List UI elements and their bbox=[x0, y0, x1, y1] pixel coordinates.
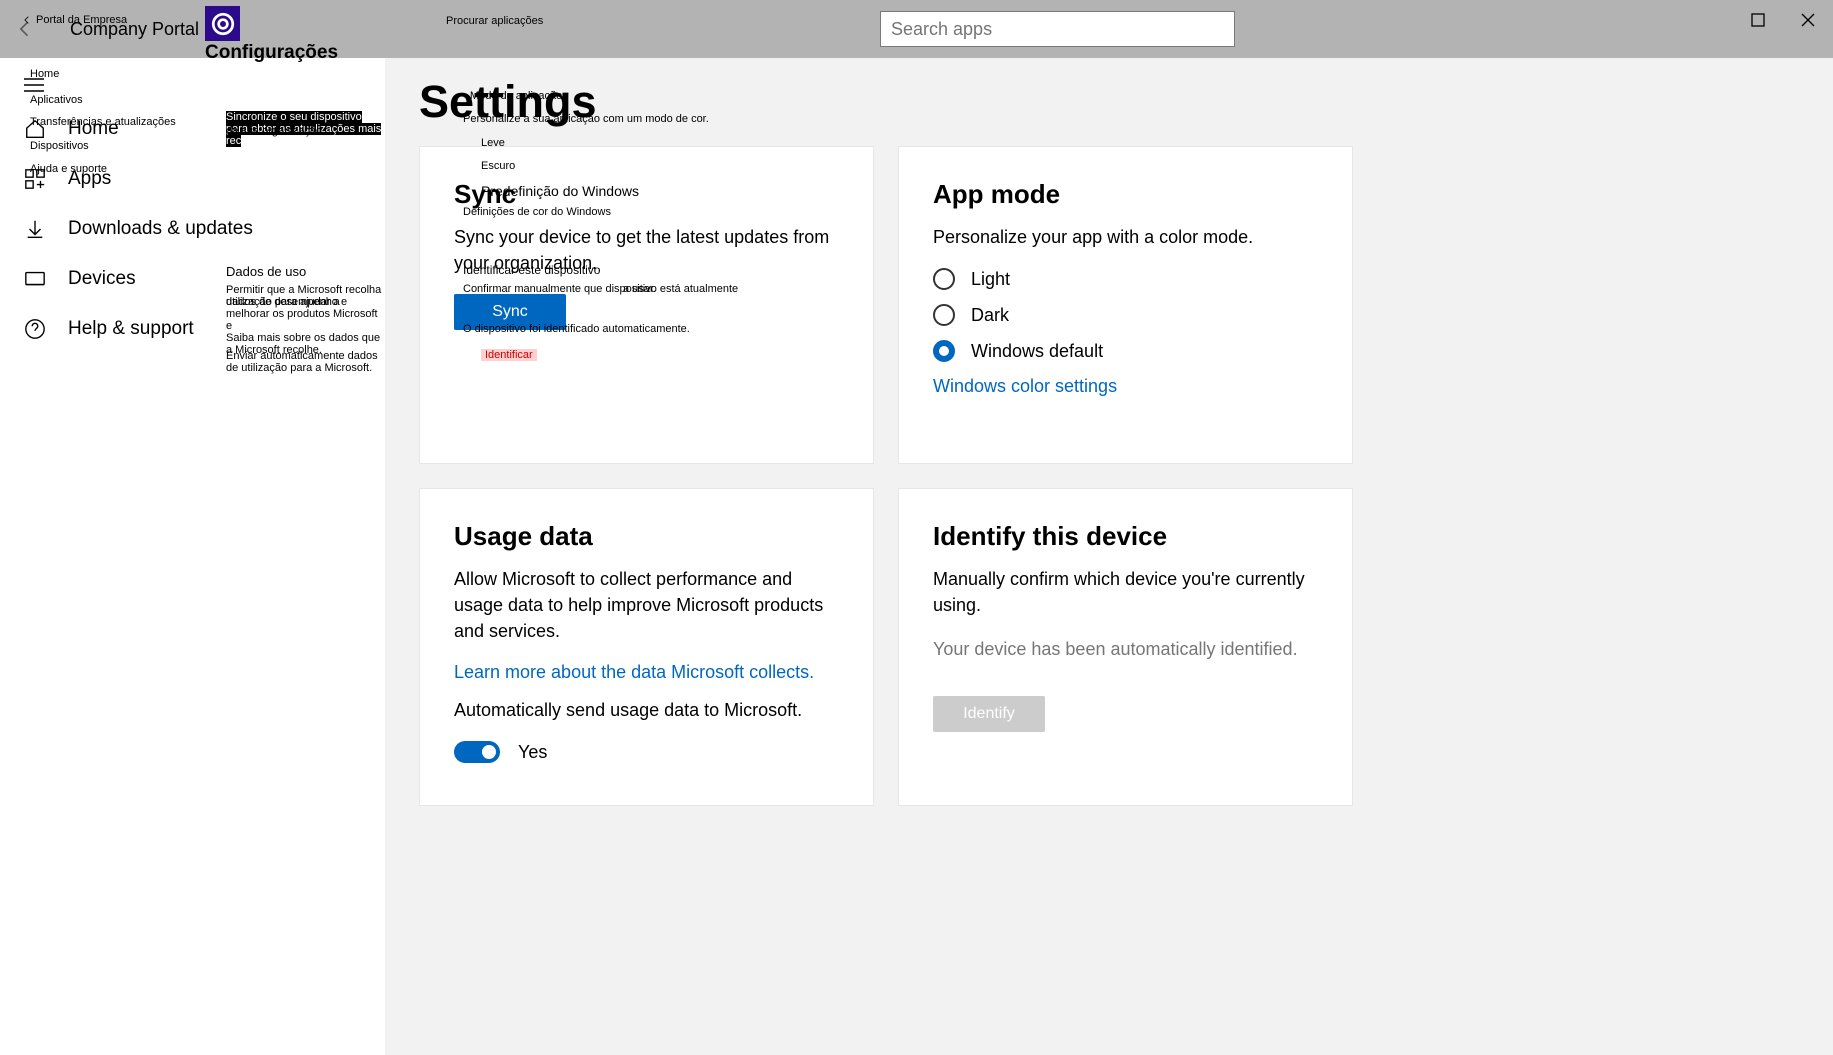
devices-icon bbox=[24, 268, 46, 290]
identify-title: Identify this device bbox=[933, 521, 1318, 552]
sidebar-item-devices[interactable]: Devices bbox=[0, 254, 385, 304]
usage-toggle[interactable] bbox=[454, 741, 500, 763]
apps-icon bbox=[24, 168, 46, 190]
appmode-option-dark[interactable]: Dark bbox=[933, 304, 1318, 326]
radio-label: Dark bbox=[971, 305, 1009, 326]
usage-card: Usage data Allow Microsoft to collect pe… bbox=[419, 488, 874, 806]
usage-desc: Allow Microsoft to collect performance a… bbox=[454, 566, 839, 644]
appmode-card: App mode Personalize your app with a col… bbox=[898, 146, 1353, 464]
content-area: Settings • Modo de aplicação Personalize… bbox=[385, 58, 1833, 1055]
color-settings-link[interactable]: Windows color settings bbox=[933, 376, 1318, 397]
radio-icon bbox=[933, 340, 955, 362]
sidebar-item-label: Downloads & updates bbox=[68, 218, 253, 240]
radio-label: Light bbox=[971, 269, 1010, 290]
usage-toggle-value: Yes bbox=[518, 742, 547, 763]
identify-card: Identify this device Manually confirm wh… bbox=[898, 488, 1353, 806]
sync-card: Sync Sync your device to get the latest … bbox=[419, 146, 874, 464]
usage-toggle-label: Automatically send usage data to Microso… bbox=[454, 697, 839, 723]
identify-desc: Manually confirm which device you're cur… bbox=[933, 566, 1318, 618]
sidebar-item-label: Home bbox=[68, 118, 119, 140]
radio-icon bbox=[933, 268, 955, 290]
appmode-option-default[interactable]: Windows default bbox=[933, 340, 1318, 362]
home-icon bbox=[24, 118, 46, 140]
usage-learn-more-link[interactable]: Learn more about the data Microsoft coll… bbox=[454, 662, 839, 683]
page-title: Settings bbox=[419, 76, 1833, 128]
radio-label: Windows default bbox=[971, 341, 1103, 362]
search-box[interactable] bbox=[880, 11, 1235, 47]
appmode-desc: Personalize your app with a color mode. bbox=[933, 224, 1318, 250]
hamburger-menu-icon[interactable] bbox=[24, 78, 385, 92]
app-title: Company Portal bbox=[70, 19, 199, 40]
identify-status: Your device has been automatically ident… bbox=[933, 636, 1318, 662]
sidebar-item-label: Devices bbox=[68, 268, 136, 290]
help-icon bbox=[24, 318, 46, 340]
sidebar-item-label: Apps bbox=[68, 168, 111, 190]
radio-icon bbox=[933, 304, 955, 326]
sidebar: Home Aplicativos Transferências e atuali… bbox=[0, 58, 385, 1055]
appmode-title: App mode bbox=[933, 179, 1318, 210]
ghost-config-title: Configurações bbox=[205, 42, 338, 64]
maximize-button[interactable] bbox=[1733, 0, 1783, 40]
identify-button[interactable]: Identify bbox=[933, 696, 1045, 732]
ghost-logo-icon bbox=[205, 6, 240, 41]
sidebar-item-apps[interactable]: Apps bbox=[0, 154, 385, 204]
close-button[interactable] bbox=[1783, 0, 1833, 40]
download-icon bbox=[24, 218, 46, 240]
appmode-option-light[interactable]: Light bbox=[933, 268, 1318, 290]
sync-button[interactable]: Sync bbox=[454, 294, 566, 330]
search-input[interactable] bbox=[891, 19, 1224, 40]
sidebar-item-label: Help & support bbox=[68, 318, 194, 340]
back-button[interactable] bbox=[0, 0, 50, 58]
sync-title: Sync bbox=[454, 179, 839, 210]
usage-title: Usage data bbox=[454, 521, 839, 552]
sidebar-item-help[interactable]: Help & support bbox=[0, 304, 385, 354]
sidebar-item-home[interactable]: Home bbox=[0, 104, 385, 154]
sidebar-item-downloads[interactable]: Downloads & updates bbox=[0, 204, 385, 254]
sync-desc: Sync your device to get the latest updat… bbox=[454, 224, 839, 276]
